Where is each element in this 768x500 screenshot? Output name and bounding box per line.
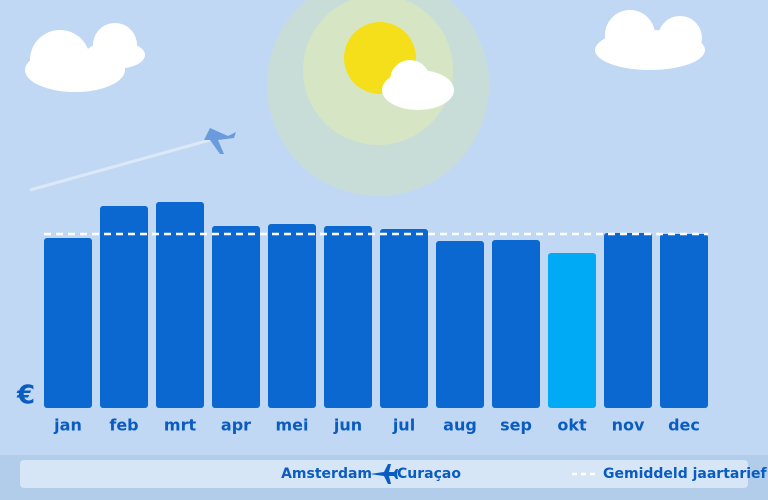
bar xyxy=(44,238,92,408)
x-tick-label: nov xyxy=(612,416,645,435)
route-plane-icon xyxy=(370,464,398,484)
clouds xyxy=(25,10,705,110)
bar xyxy=(436,241,484,408)
x-tick-label: feb xyxy=(109,416,138,435)
bar xyxy=(100,206,148,408)
average-legend-label: Gemiddeld jaartarief xyxy=(603,466,768,482)
route-to: Curaçao xyxy=(397,466,461,482)
x-tick-label: mrt xyxy=(164,416,197,435)
x-tick-label: okt xyxy=(557,416,587,435)
bar xyxy=(212,226,260,408)
x-tick-label: mei xyxy=(275,416,308,435)
bar xyxy=(548,253,596,408)
x-tick-label: dec xyxy=(668,416,700,435)
bar xyxy=(380,229,428,408)
bar xyxy=(604,233,652,408)
bar xyxy=(492,240,540,408)
x-tick-label: jul xyxy=(392,416,415,435)
bar xyxy=(268,224,316,408)
x-tick-label: apr xyxy=(221,416,251,435)
bar xyxy=(660,234,708,408)
x-tick-label: sep xyxy=(500,416,532,435)
x-tick-label: jan xyxy=(53,416,82,435)
bar xyxy=(324,226,372,408)
bar xyxy=(156,202,204,408)
plane-trail xyxy=(29,128,236,192)
x-tick-label: aug xyxy=(443,416,477,435)
y-label: € xyxy=(16,381,35,411)
route-from: Amsterdam xyxy=(281,466,372,482)
x-tick-label: jun xyxy=(333,416,362,435)
